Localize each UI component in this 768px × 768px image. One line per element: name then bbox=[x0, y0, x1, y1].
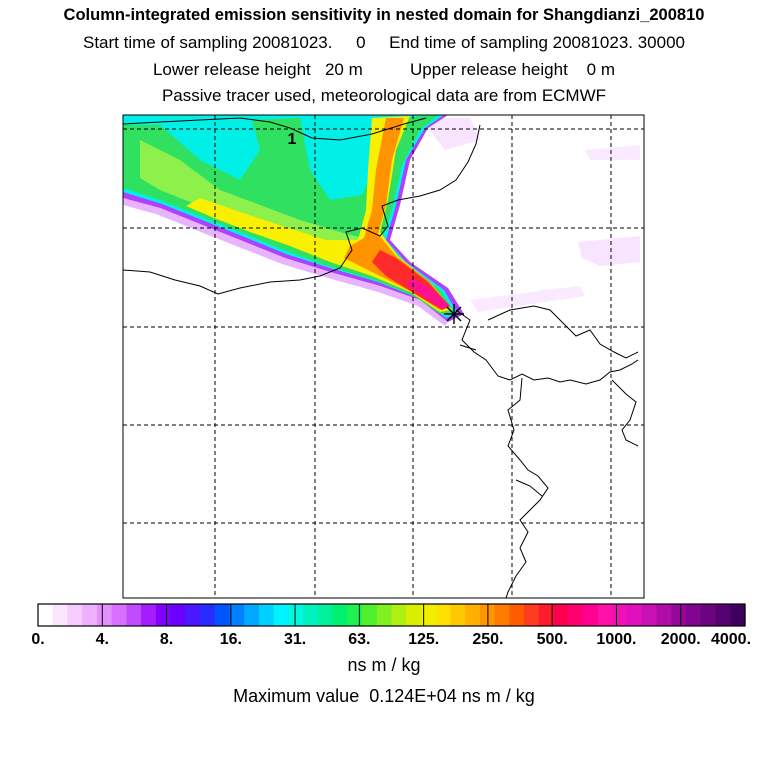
colorbar-cell bbox=[52, 604, 69, 626]
colorbar-cells bbox=[38, 604, 746, 626]
colorbar-tick-label: 8. bbox=[160, 631, 173, 648]
colorbar-cell bbox=[494, 604, 510, 626]
map-frame bbox=[122, 114, 645, 599]
colorbar-tick-label: 16. bbox=[220, 631, 242, 648]
tracer-info-line: Passive tracer used, meteorological data… bbox=[161, 86, 607, 105]
low-value-patch bbox=[578, 236, 640, 266]
colorbar-cell bbox=[82, 604, 98, 626]
colorbar-cell bbox=[362, 604, 378, 626]
colorbar-cell bbox=[671, 604, 687, 626]
coastlines bbox=[123, 117, 639, 598]
colorbar-tick-label: 4000. bbox=[711, 631, 751, 648]
plume-orange bbox=[344, 118, 450, 310]
colorbar-cell bbox=[332, 604, 348, 626]
contour-label: 1 bbox=[288, 131, 297, 148]
colorbar-cell bbox=[244, 604, 260, 626]
colorbar-cell bbox=[656, 604, 672, 626]
coastline-islands bbox=[611, 379, 639, 447]
colorbar-cell bbox=[126, 604, 142, 626]
colorbar-cell bbox=[700, 604, 717, 626]
colorbar-cell bbox=[465, 604, 481, 626]
coastline-minor bbox=[459, 344, 543, 497]
colorbar-cell bbox=[200, 604, 216, 626]
colorbar-cell bbox=[641, 604, 658, 626]
colorbar-cell bbox=[597, 604, 614, 626]
colorbar-cell bbox=[38, 604, 54, 626]
colorbar: 0. 4. 8. 16. 31. 63. 125. 250. 500. 1000. 2000. 400… bbox=[31, 603, 751, 648]
colorbar-cell bbox=[391, 604, 407, 626]
colorbar-cell bbox=[627, 604, 643, 626]
coastline-bohai bbox=[123, 124, 481, 295]
colorbar-cell bbox=[273, 604, 289, 626]
colorbar-ticks: 0. 4. 8. 16. 31. 63. 125. 250. 500. 1000. 2000. 400… bbox=[31, 631, 751, 648]
colorbar-cell bbox=[214, 604, 231, 626]
colorbar-cell bbox=[141, 604, 157, 626]
colorbar-cell bbox=[420, 604, 437, 626]
colorbar-cell bbox=[303, 604, 319, 626]
coastline-east bbox=[487, 305, 639, 359]
colorbar-cell bbox=[258, 604, 275, 626]
lat-lon-grid bbox=[123, 115, 644, 598]
plume-peak bbox=[406, 278, 450, 309]
colorbar-cell bbox=[715, 604, 731, 626]
colorbar-tick-label: 1000. bbox=[596, 631, 636, 648]
colorbar-dividers bbox=[101, 604, 682, 626]
colorbar-cell bbox=[553, 604, 569, 626]
colorbar-cell bbox=[686, 604, 702, 626]
plume-field bbox=[123, 115, 640, 326]
colorbar-cell bbox=[612, 604, 628, 626]
colorbar-cell bbox=[406, 604, 422, 626]
colorbar-cell bbox=[730, 604, 746, 626]
emission-sensitivity-map: 1 bbox=[122, 114, 645, 599]
colorbar-cell bbox=[185, 604, 201, 626]
colorbar-cell bbox=[509, 604, 525, 626]
colorbar-tick-label: 2000. bbox=[661, 631, 701, 648]
release-star-icon bbox=[444, 304, 464, 324]
colorbar-cell bbox=[450, 604, 466, 626]
colorbar-tick-label: 125. bbox=[408, 631, 439, 648]
sampling-time-line: Start time of sampling 20081023. 0 End t… bbox=[83, 33, 685, 52]
plume-green-light bbox=[140, 140, 362, 250]
colorbar-tick-label: 31. bbox=[284, 631, 306, 648]
colorbar-tick-label: 250. bbox=[472, 631, 503, 648]
colorbar-cell bbox=[376, 604, 393, 626]
colorbar-cell bbox=[347, 604, 363, 626]
release-height-line: Lower release height 20 m Upper release … bbox=[152, 60, 616, 79]
colorbar-tick-label: 0. bbox=[31, 631, 44, 648]
plume-outer-violet bbox=[123, 198, 448, 326]
colorbar-cell bbox=[524, 604, 540, 626]
maximum-value-text: Maximum value 0.124E+04 ns m / kg bbox=[233, 686, 535, 706]
colorbar-tick-label: 4. bbox=[96, 631, 109, 648]
colorbar-cell bbox=[568, 604, 584, 626]
colorbar-cell bbox=[582, 604, 599, 626]
colorbar-cell bbox=[155, 604, 172, 626]
colorbar-cell bbox=[111, 604, 127, 626]
colorbar-tick-label: 500. bbox=[537, 631, 568, 648]
colorbar-frame bbox=[37, 603, 746, 627]
colorbar-cell bbox=[96, 604, 113, 626]
colorbar-tick-label: 63. bbox=[348, 631, 370, 648]
colorbar-cell bbox=[288, 604, 304, 626]
coastline-south bbox=[505, 377, 549, 598]
low-value-patch bbox=[420, 118, 480, 150]
northern-border bbox=[123, 117, 427, 141]
colorbar-cell bbox=[538, 604, 555, 626]
colorbar-cell bbox=[170, 604, 186, 626]
colorbar-cell bbox=[67, 604, 83, 626]
colorbar-cell bbox=[435, 604, 452, 626]
colorbar-units: ns m / kg bbox=[347, 655, 421, 675]
colorbar-cell bbox=[229, 604, 245, 626]
plot-title: Column-integrated emission sensitivity i… bbox=[63, 6, 705, 24]
colorbar-cell bbox=[317, 604, 334, 626]
coastline-peninsula bbox=[455, 309, 639, 385]
low-value-patch bbox=[585, 145, 640, 160]
low-value-patch bbox=[540, 288, 560, 302]
